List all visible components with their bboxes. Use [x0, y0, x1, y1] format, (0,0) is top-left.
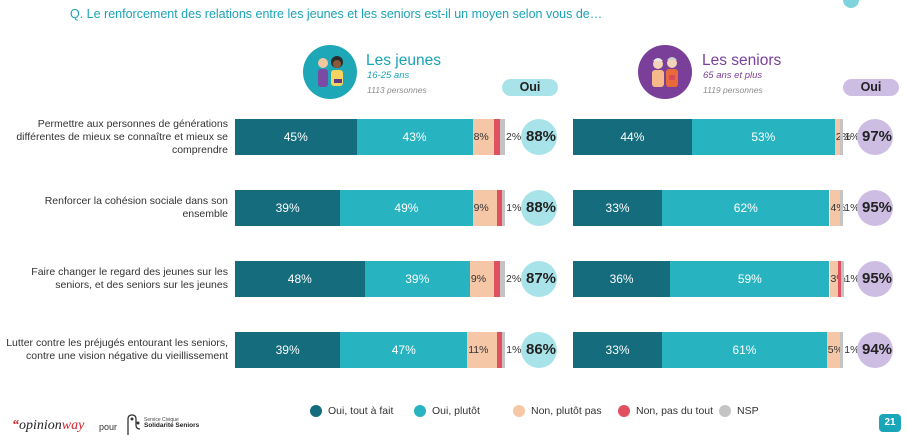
- segment-label: 8%: [473, 131, 489, 143]
- bar-segment: 44%: [573, 119, 692, 155]
- bar-segment: 62%: [662, 190, 830, 226]
- decorative-dot: [843, 0, 859, 8]
- legend-label: Oui, tout à fait: [328, 405, 394, 417]
- total-value: 87%: [521, 261, 557, 297]
- bar-segment: [826, 332, 841, 368]
- bar-segment: [829, 261, 838, 297]
- segment-label: 2%: [506, 131, 522, 143]
- segment-label: 1%: [844, 344, 860, 356]
- bar-segment: 49%: [340, 190, 473, 226]
- brand-text: opinion: [19, 418, 62, 433]
- total-value: 94%: [857, 332, 893, 368]
- segment-label: 2%: [835, 131, 852, 143]
- group-count: 1113 personnes: [367, 85, 427, 95]
- row-label: Permettre aux personnes de générations d…: [16, 117, 228, 156]
- bar-segment: 43%: [356, 119, 473, 155]
- bar-segment: [502, 190, 506, 226]
- bar-segment: 45%: [235, 119, 357, 155]
- segment-label: 2%: [506, 273, 522, 285]
- legend-item: Oui, tout à fait: [310, 405, 393, 417]
- bar-segment: 39%: [235, 332, 341, 368]
- legend-item: NSP: [719, 405, 759, 417]
- bar-segment: [469, 261, 495, 297]
- bar-segment: 39%: [235, 190, 341, 226]
- partner-emblem-icon: [127, 414, 141, 435]
- row-label: Faire changer le regard des jeunes sur l…: [31, 266, 228, 291]
- bar-segment: 47%: [340, 332, 468, 368]
- legend-label: NSP: [737, 405, 759, 417]
- row-label: Lutter contre les préjugés entourant les…: [6, 337, 228, 362]
- partner-line2: Solidarité Seniors: [144, 422, 200, 429]
- bar-segment: [840, 332, 844, 368]
- bar-segment: [834, 119, 841, 155]
- bar-segment: [496, 332, 503, 368]
- segment-label: 11%: [468, 344, 489, 356]
- total-value: 97%: [857, 119, 893, 155]
- bar-segment: [494, 119, 500, 155]
- row-label: Renforcer la cohésion sociale dans son e…: [44, 195, 228, 220]
- group-subtitle: 65 ans et plus: [703, 70, 763, 81]
- bar-segment: 39%: [364, 261, 470, 297]
- segment-label: 1%: [506, 202, 522, 214]
- segment-label: 1%: [844, 273, 860, 285]
- opinionway-logo: “opinionway: [12, 418, 85, 433]
- segment-label: 5%: [827, 344, 843, 356]
- total-value: 88%: [521, 119, 557, 155]
- partner-line1: Service Civique: [144, 417, 179, 423]
- bar-segment: [840, 119, 844, 155]
- legend-label: Non, pas du tout: [636, 405, 714, 417]
- segment-label: 1%: [844, 131, 860, 143]
- segment-label: 9%: [470, 273, 487, 285]
- legend-dot: [618, 405, 630, 417]
- segment-label: 1%: [844, 202, 860, 214]
- legend-dot: [513, 405, 525, 417]
- bar-segment: [467, 332, 497, 368]
- oui-pill: Oui: [843, 79, 899, 96]
- question-title: Q. Le renforcement des relations entre l…: [70, 7, 603, 21]
- legend-dot: [310, 405, 322, 417]
- bar-segment: [840, 190, 844, 226]
- bar-segment: 61%: [662, 332, 827, 368]
- brand-text-accent: way: [61, 418, 85, 433]
- total-value: 86%: [521, 332, 557, 368]
- bar-segment: [494, 261, 500, 297]
- bar-segment: [499, 261, 505, 297]
- pour-text: pour: [99, 422, 118, 432]
- total-value: 95%: [857, 190, 893, 226]
- legend-label: Oui, plutôt: [432, 405, 480, 417]
- group-subtitle: 16-25 ans: [367, 70, 410, 81]
- bar-segment: [496, 190, 503, 226]
- group-title: Les seniors: [702, 52, 782, 69]
- legend-dot: [414, 405, 426, 417]
- bar-segment: [840, 261, 844, 297]
- bar-segment: 33%: [573, 332, 663, 368]
- bar-segment: [472, 119, 495, 155]
- legend-item: Non, plutôt pas: [513, 405, 602, 417]
- legend-dot: [719, 405, 731, 417]
- bar-segment: [502, 332, 506, 368]
- bar-segment: 53%: [691, 119, 835, 155]
- bar-segment: [472, 190, 497, 226]
- bar-segment: 59%: [670, 261, 830, 297]
- segment-label: 1%: [506, 344, 522, 356]
- group-title: Les jeunes: [366, 52, 441, 69]
- total-value: 95%: [857, 261, 893, 297]
- legend-item: Non, pas du tout: [618, 405, 713, 417]
- solidarite-seniors-logo: [124, 413, 194, 437]
- oui-pill: Oui: [502, 79, 558, 96]
- bar-segment: 33%: [573, 190, 663, 226]
- page-number: 21: [879, 414, 901, 432]
- legend-item: Oui, plutôt: [414, 405, 480, 417]
- seniors-illustration-icon: [638, 45, 692, 99]
- group-count: 1119 personnes: [703, 85, 763, 95]
- total-value: 88%: [521, 190, 557, 226]
- legend-label: Non, plutôt pas: [531, 405, 602, 417]
- bar-segment: 48%: [235, 261, 365, 297]
- segment-label: 9%: [473, 202, 489, 214]
- bar-segment: [499, 119, 505, 155]
- bar-segment: [829, 190, 841, 226]
- bar-segment: 36%: [573, 261, 671, 297]
- young-people-illustration-icon: [303, 45, 357, 99]
- bar-segment: [837, 261, 841, 297]
